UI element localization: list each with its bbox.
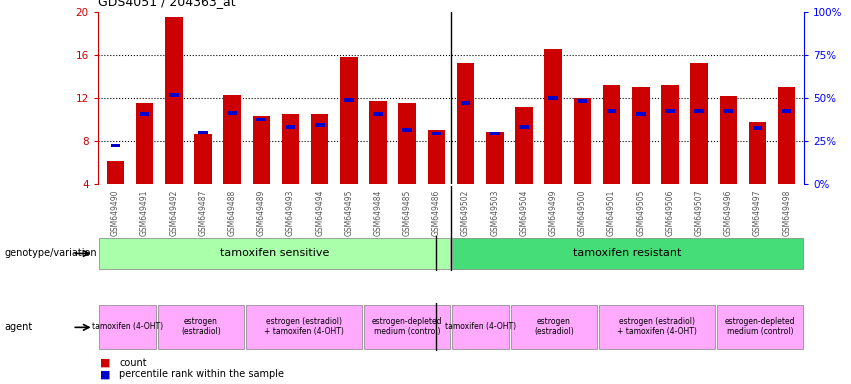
Text: GSM649498: GSM649498 [782, 190, 791, 236]
Text: genotype/variation: genotype/variation [4, 248, 97, 258]
Bar [519, 125, 528, 129]
Bar [452, 238, 803, 269]
Text: GSM649500: GSM649500 [578, 190, 587, 236]
Bar [198, 131, 208, 134]
Text: agent: agent [4, 322, 32, 333]
Bar [752, 126, 762, 130]
Text: GSM649499: GSM649499 [549, 190, 557, 236]
Text: estrogen-depleted
medium (control): estrogen-depleted medium (control) [372, 317, 443, 336]
Bar [340, 57, 357, 184]
Text: tamoxifen sensitive: tamoxifen sensitive [220, 248, 329, 258]
Bar [548, 96, 558, 100]
Text: GDS4051 / 204363_at: GDS4051 / 204363_at [98, 0, 236, 8]
Text: ■: ■ [100, 369, 111, 379]
Text: GSM649486: GSM649486 [432, 190, 441, 236]
Bar [490, 132, 500, 136]
Bar [782, 109, 791, 113]
Bar [106, 161, 124, 184]
Bar [636, 112, 646, 116]
Bar [364, 305, 450, 349]
Bar [194, 134, 212, 184]
Text: estrogen
(estradiol): estrogen (estradiol) [181, 317, 220, 336]
Bar [694, 109, 704, 113]
Bar [452, 305, 509, 349]
Text: GSM649492: GSM649492 [169, 190, 178, 236]
Bar [99, 305, 156, 349]
Text: GSM649484: GSM649484 [374, 190, 383, 236]
Bar [607, 109, 616, 113]
Bar [165, 17, 182, 184]
Text: GSM649487: GSM649487 [198, 190, 208, 236]
Text: GSM649493: GSM649493 [286, 190, 295, 236]
Text: percentile rank within the sample: percentile rank within the sample [119, 369, 284, 379]
Text: GSM649491: GSM649491 [140, 190, 149, 236]
Bar [723, 109, 733, 113]
Bar [511, 305, 597, 349]
Bar [665, 109, 675, 113]
Bar [99, 238, 450, 269]
Bar [720, 96, 737, 184]
Text: GSM649496: GSM649496 [724, 190, 733, 236]
Bar [599, 305, 715, 349]
Bar [717, 305, 803, 349]
Bar [111, 144, 120, 147]
Text: GSM649490: GSM649490 [111, 190, 120, 236]
Bar [431, 132, 442, 136]
Bar [574, 98, 591, 184]
Bar [253, 116, 270, 184]
Bar [315, 123, 324, 127]
Text: ■: ■ [100, 358, 111, 368]
Text: GSM649495: GSM649495 [345, 190, 353, 236]
Bar [227, 111, 237, 115]
Bar [457, 63, 474, 184]
Text: GSM649488: GSM649488 [227, 190, 237, 236]
Bar [344, 98, 354, 102]
Text: tamoxifen (4-OHT): tamoxifen (4-OHT) [92, 322, 163, 331]
Text: GSM649505: GSM649505 [637, 190, 645, 236]
Bar [369, 101, 387, 184]
Bar [632, 87, 649, 184]
Bar [286, 125, 295, 129]
Bar [398, 103, 416, 184]
Bar [428, 130, 445, 184]
Text: estrogen
(estradiol): estrogen (estradiol) [534, 317, 574, 336]
Bar [578, 99, 587, 103]
Bar [661, 85, 679, 184]
Bar [515, 107, 533, 184]
Bar [460, 101, 471, 105]
Text: GSM649494: GSM649494 [315, 190, 324, 236]
Bar [140, 112, 150, 116]
Bar [486, 132, 504, 184]
Text: GSM649506: GSM649506 [665, 190, 675, 236]
Text: GSM649503: GSM649503 [490, 190, 500, 236]
Text: GSM649485: GSM649485 [403, 190, 412, 236]
Bar [545, 49, 562, 184]
Bar [603, 85, 620, 184]
Bar [246, 305, 362, 349]
Bar [403, 128, 412, 132]
Bar [136, 103, 153, 184]
Text: tamoxifen resistant: tamoxifen resistant [574, 248, 682, 258]
Bar [749, 122, 766, 184]
Text: GSM649504: GSM649504 [519, 190, 528, 236]
Bar [169, 93, 179, 96]
Bar [256, 118, 266, 121]
Bar [311, 114, 328, 184]
Text: estrogen (estradiol)
+ tamoxifen (4-OHT): estrogen (estradiol) + tamoxifen (4-OHT) [264, 317, 344, 336]
Bar [778, 87, 796, 184]
Text: GSM649507: GSM649507 [694, 190, 704, 236]
Text: estrogen (estradiol)
+ tamoxifen (4-OHT): estrogen (estradiol) + tamoxifen (4-OHT) [617, 317, 697, 336]
Bar [374, 112, 383, 116]
Bar [158, 305, 244, 349]
Text: GSM649501: GSM649501 [607, 190, 616, 236]
Bar [690, 63, 708, 184]
Bar [223, 95, 241, 184]
Text: count: count [119, 358, 146, 368]
Text: GSM649502: GSM649502 [461, 190, 470, 236]
Text: GSM649489: GSM649489 [257, 190, 266, 236]
Text: estrogen-depleted
medium (control): estrogen-depleted medium (control) [725, 317, 796, 336]
Bar [282, 114, 300, 184]
Text: tamoxifen (4-OHT): tamoxifen (4-OHT) [445, 322, 516, 331]
Text: GSM649497: GSM649497 [753, 190, 762, 236]
